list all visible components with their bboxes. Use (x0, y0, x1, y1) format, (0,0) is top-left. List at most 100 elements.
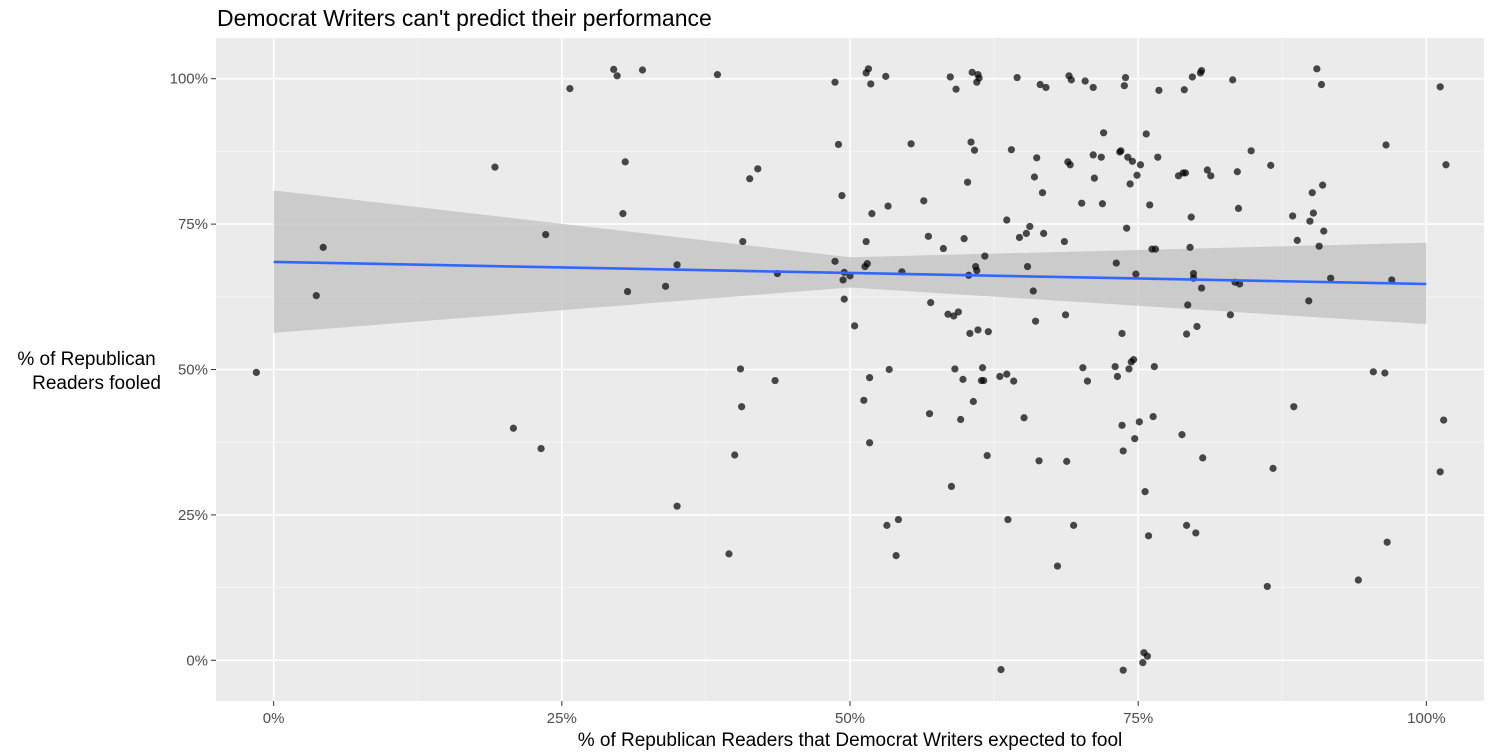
scatter-point (1188, 73, 1196, 81)
scatter-point (1192, 529, 1200, 537)
scatter-point (1139, 659, 1147, 667)
scatter-point (566, 84, 574, 93)
scatter-point (952, 85, 960, 93)
scatter-point (1151, 245, 1160, 253)
scatter-point (973, 267, 981, 275)
scatter-point (978, 364, 987, 372)
scatter-point (1436, 468, 1444, 476)
x-tick-label: 100% (1407, 710, 1445, 727)
data-points (252, 65, 1450, 674)
scatter-point (1146, 201, 1154, 209)
fit-line-layer (273, 260, 1427, 286)
scatter-point (1015, 233, 1024, 242)
scatter-point (623, 287, 632, 296)
scatter-point (1079, 364, 1087, 372)
scatter-point (1078, 199, 1086, 207)
y-axis-title: % of Republican Readers fooled (17, 349, 161, 394)
scatter-point (1070, 521, 1078, 529)
scatter-point (838, 192, 846, 200)
scatter-point (1178, 431, 1186, 439)
grid-lines (216, 38, 1484, 701)
scatter-point (968, 68, 976, 76)
scatter-point (920, 197, 928, 205)
scatter-point (839, 276, 847, 284)
scatter-point (907, 140, 915, 148)
scatter-point (1189, 269, 1198, 278)
axis-ticks: 0% 25% 50% 75% 100% 0% 25% 50% 75% 100% (170, 71, 1446, 727)
scatter-point (1305, 297, 1313, 305)
scatter-point (739, 237, 747, 246)
scatter-point (1306, 217, 1314, 225)
scatter-point (1369, 368, 1377, 376)
scatter-point (860, 396, 868, 404)
scatter-point (1036, 80, 1044, 89)
scatter-point (673, 502, 681, 510)
scatter-point (638, 66, 647, 74)
scatter-point (951, 365, 959, 373)
scatter-point (1226, 311, 1234, 319)
scatter-point (1207, 172, 1215, 180)
scatter-point (834, 140, 843, 149)
scatter-point (1035, 457, 1043, 465)
scatter-point (1029, 287, 1037, 295)
scatter-point (868, 210, 876, 218)
scatter-point (1440, 416, 1448, 424)
scatter-point (1203, 166, 1211, 174)
scatter-point (1117, 147, 1125, 155)
scatter-point (1097, 153, 1105, 161)
scatter-point (947, 482, 956, 490)
scatter-point (1354, 576, 1362, 584)
y-axis-title-line-2: Readers fooled (32, 373, 161, 394)
scatter-point (954, 308, 962, 316)
scatter-point (864, 65, 873, 73)
scatter-point (1383, 538, 1391, 546)
scatter-point (1031, 317, 1040, 325)
scatter-point (1098, 200, 1107, 208)
scatter-point (1123, 224, 1131, 232)
scatter-point (1013, 73, 1021, 82)
scatter-point (1309, 209, 1317, 217)
regression-line (273, 260, 1427, 286)
scatter-point (1320, 227, 1328, 235)
scatter-point (966, 329, 974, 338)
scatter-point (537, 444, 545, 453)
scatter-point (1119, 666, 1127, 674)
x-axis-title: % of Republican Readers that Democrat Wr… (578, 730, 1123, 751)
scatter-point (1180, 86, 1188, 94)
scatter-point (950, 312, 958, 320)
scatter-point (924, 232, 932, 240)
scatter-point (1142, 130, 1150, 138)
scatter-point (1187, 213, 1195, 221)
confidence-band (273, 190, 1427, 333)
scatter-point (542, 230, 550, 239)
scatter-point (927, 299, 935, 307)
scatter-point (1143, 652, 1152, 660)
scatter-point (1290, 403, 1298, 411)
scatter-point (610, 65, 618, 74)
scatter-point (1040, 229, 1048, 238)
scatter-point (884, 202, 892, 210)
scatter-point (1197, 284, 1206, 292)
scatter-point (1112, 259, 1120, 267)
scatter-point (975, 74, 983, 82)
scatter-point (1136, 161, 1145, 169)
scatter-point (1133, 171, 1141, 179)
scatter-point (1234, 204, 1243, 213)
scatter-point (980, 376, 988, 385)
scatter-point (1186, 243, 1194, 251)
scatter-point (885, 365, 893, 374)
scatter-point (960, 235, 968, 243)
scatter-point (1120, 82, 1128, 90)
scatter-point (661, 282, 670, 290)
x-tick-label: 75% (1123, 710, 1153, 727)
scatter-point (1126, 180, 1134, 188)
scatter-point (1327, 274, 1335, 282)
scatter-point (1042, 83, 1050, 92)
scatter-point (1197, 66, 1206, 75)
y-axis-title-line-1: % of Republican (17, 349, 155, 370)
scatter-point (252, 368, 260, 377)
scatter-point (1184, 301, 1192, 309)
scatter-point (1100, 129, 1108, 137)
scatter-point (1053, 562, 1062, 570)
scatter-point (1267, 161, 1275, 169)
